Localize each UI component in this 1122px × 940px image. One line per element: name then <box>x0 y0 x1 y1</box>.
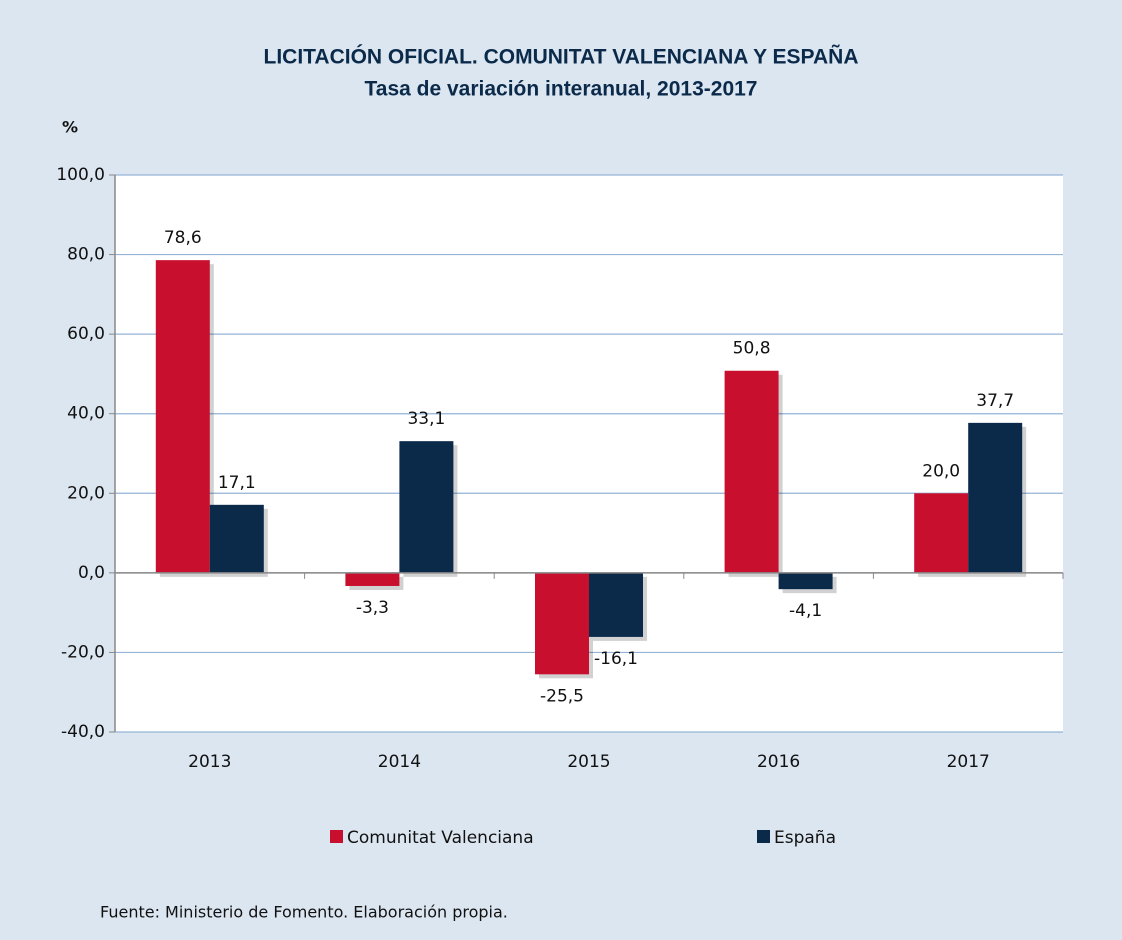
bar <box>209 504 264 573</box>
x-tick-label: 2017 <box>947 752 990 772</box>
y-axis-label: % <box>62 118 78 137</box>
y-tick-label: -40,0 <box>61 722 105 742</box>
legend-label: España <box>774 828 836 848</box>
y-tick-label: 100,0 <box>56 165 105 185</box>
y-tick-label: 0,0 <box>78 563 105 583</box>
chart-subtitle: Tasa de variación interanual, 2013-2017 <box>365 78 758 101</box>
x-tick-label: 2016 <box>757 752 800 772</box>
data-label: 50,8 <box>733 339 771 359</box>
legend-swatch <box>330 830 343 843</box>
y-tick-label: 20,0 <box>67 483 105 503</box>
x-tick-label: 2014 <box>378 752 421 772</box>
x-tick-label: 2015 <box>567 752 610 772</box>
bar <box>535 572 589 675</box>
data-label: 33,1 <box>407 409 445 429</box>
bar <box>778 572 833 590</box>
y-tick-label: 40,0 <box>67 404 105 424</box>
y-tick-label: 80,0 <box>67 245 105 265</box>
bar <box>155 260 210 573</box>
data-label: 17,1 <box>218 473 256 493</box>
legend-label: Comunitat Valenciana <box>347 828 534 848</box>
data-label: -25,5 <box>540 686 584 706</box>
data-label: -16,1 <box>594 649 638 669</box>
y-tick-label: 60,0 <box>67 324 105 344</box>
bar <box>399 441 454 573</box>
source-note: Fuente: Ministerio de Fomento. Elaboraci… <box>100 903 508 922</box>
bar <box>345 572 400 586</box>
data-label: 78,6 <box>164 228 202 248</box>
bar <box>914 493 969 573</box>
bar <box>968 422 1023 573</box>
y-tick-label: -20,0 <box>61 642 105 662</box>
data-label: 20,0 <box>922 461 960 481</box>
bar <box>724 370 779 573</box>
data-label: 37,7 <box>976 391 1014 411</box>
bar <box>589 572 643 637</box>
data-label: -3,3 <box>356 598 389 618</box>
legend-swatch <box>757 830 770 843</box>
x-tick-label: 2013 <box>188 752 231 772</box>
data-label: -4,1 <box>789 601 822 621</box>
chart-title: LICITACIÓN OFICIAL. COMUNITAT VALENCIANA… <box>264 45 859 69</box>
